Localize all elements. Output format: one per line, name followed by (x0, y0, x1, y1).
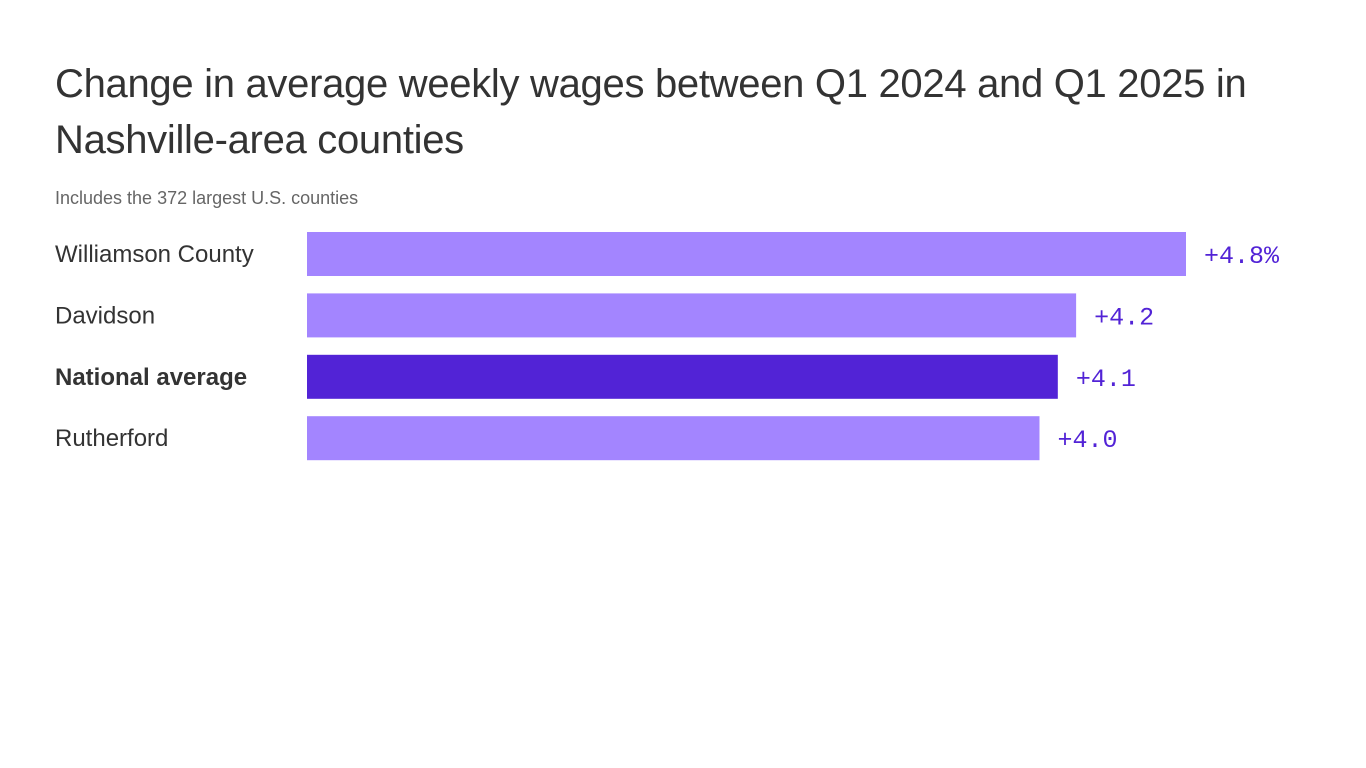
category-label: National average (55, 364, 247, 391)
bar (307, 354, 1058, 399)
category-label: Williamson County (55, 241, 254, 268)
bar (307, 416, 1040, 461)
category-label: Rutherford (55, 425, 168, 452)
chart-title: Change in average weekly wages between Q… (55, 62, 1247, 162)
data-label: +4.2 (1094, 303, 1154, 332)
category-label: Davidson (55, 302, 155, 329)
data-label: +4.0 (1058, 426, 1118, 455)
data-label: +4.1 (1076, 365, 1136, 394)
bar (307, 232, 1186, 276)
chart-subtitle: Includes the 372 largest U.S. counties (55, 188, 359, 208)
data-label: +4.8% (1204, 242, 1280, 271)
bar (307, 293, 1077, 338)
